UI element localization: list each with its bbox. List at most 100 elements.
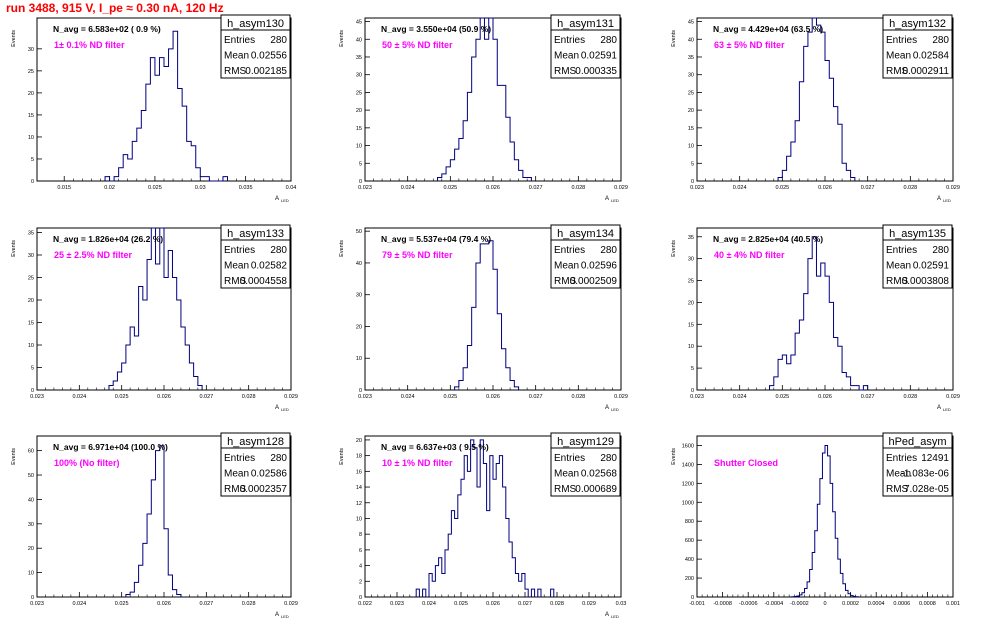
x-tick-label: 0.024 — [422, 601, 436, 607]
histogram-panel-h_asym128: 0.023 0.024 0.025 0.026 0.027 0.028 0.029 0 10 20… — [11, 432, 298, 619]
histogram-line — [791, 444, 859, 598]
x-tick-label: 0.028 — [571, 394, 585, 400]
stats-value: 0.02591 — [913, 261, 950, 272]
y-tick-label: 1000 — [682, 500, 694, 506]
histogram-name: h_asym130 — [227, 18, 284, 30]
x-axis-label: A — [605, 405, 609, 411]
stats-label: RMS — [886, 484, 909, 495]
x-tick-label: 0.035 — [239, 185, 253, 191]
x-tick-label: 0.024 — [72, 394, 86, 400]
histogram-line — [437, 17, 532, 181]
histogram-panel-h_asym133: 0.023 0.024 0.025 0.026 0.027 0.028 0.029 0 5 10 1… — [11, 224, 298, 412]
y-tick-label: 35 — [356, 55, 362, 61]
y-tick-label: 10 — [356, 516, 362, 522]
y-tick-label: 15 — [28, 113, 34, 119]
x-axis-label-sub: LED — [611, 614, 619, 619]
stats-value: 280 — [270, 245, 287, 256]
histogram-name: hPed_asym — [888, 436, 946, 448]
y-tick-label: 10 — [28, 343, 34, 349]
stats-box — [882, 14, 953, 79]
y-tick-label: 40 — [356, 261, 362, 267]
stats-label: RMS — [224, 484, 247, 495]
x-tick-label: 0.025 — [115, 601, 129, 607]
y-tick-label: 10 — [688, 344, 694, 350]
x-tick-label: 0.0002 — [842, 601, 859, 607]
stats-label: Entries — [886, 453, 917, 464]
histogram-line — [125, 445, 182, 597]
y-axis-label: Events — [339, 448, 345, 465]
histogram-name: h_asym133 — [227, 228, 284, 240]
stats-label: Entries — [886, 245, 917, 256]
stats-label: Mean — [886, 261, 911, 272]
x-tick-label: 0.023 — [30, 601, 44, 607]
x-axis-label-sub: LED — [943, 198, 951, 203]
x-tick-label: 0.029 — [946, 185, 960, 191]
y-tick-label: 16 — [356, 469, 362, 475]
navg-label: N_avg = 4.429e+04 (63.5 %) — [713, 24, 823, 34]
x-tick-label: 0.02 — [104, 185, 115, 191]
histogram-name: h_asym128 — [227, 436, 284, 448]
x-tick-label: 0.027 — [518, 601, 532, 607]
navg-label: N_avg = 3.550e+04 (50.9 %) — [381, 24, 491, 34]
y-tick-label: 5 — [691, 161, 694, 167]
x-axis-label-sub: LED — [281, 407, 289, 412]
y-tick-label: 1400 — [682, 462, 694, 468]
x-axis-label: A — [605, 196, 609, 202]
stats-value: 280 — [932, 35, 949, 46]
x-axis-label-sub: LED — [281, 614, 289, 619]
histogram-name: h_asym129 — [557, 436, 614, 448]
y-tick-label: 15 — [688, 322, 694, 328]
stats-label: RMS — [224, 66, 247, 77]
stats-value: 0.0004558 — [240, 276, 288, 287]
y-tick-label: 0 — [31, 388, 34, 394]
y-tick-label: 800 — [685, 519, 694, 525]
stats-value: 280 — [270, 35, 287, 46]
y-tick-label: 40 — [28, 497, 34, 503]
y-tick-label: 10 — [356, 144, 362, 150]
y-tick-label: 5 — [359, 161, 362, 167]
x-tick-label: 0.028 — [550, 601, 564, 607]
histogram-panel-hPed_asym: -0.001 -0.0008 -0.0006 -0.0004 -0.0002 0 0.000… — [671, 432, 960, 607]
x-tick-label: 0.026 — [818, 394, 832, 400]
stats-value: 0.02582 — [251, 261, 288, 272]
y-tick-label: 50 — [356, 229, 362, 235]
histogram-panel-h_asym132: 0.023 0.024 0.025 0.026 0.027 0.028 0.029 0 5 10 1… — [671, 14, 960, 203]
y-axis-label: Events — [671, 30, 677, 47]
y-tick-label: 200 — [685, 576, 694, 582]
y-tick-label: 20 — [28, 546, 34, 552]
y-tick-label: 10 — [28, 135, 34, 141]
x-tick-label: 0.029 — [582, 601, 596, 607]
stats-value: 12491 — [921, 453, 949, 464]
y-tick-label: 30 — [356, 293, 362, 299]
stats-value: 0.02591 — [581, 51, 618, 62]
x-tick-label: 0.001 — [946, 601, 960, 607]
y-tick-label: 18 — [356, 454, 362, 460]
x-axis-label: A — [605, 612, 609, 618]
x-tick-label: 0.023 — [358, 394, 372, 400]
histogram-name: h_asym132 — [889, 18, 946, 30]
navg-label: N_avg = 6.583e+02 ( 0.9 %) — [53, 24, 161, 34]
y-tick-label: 35 — [688, 55, 694, 61]
x-tick-label: 0.027 — [199, 601, 213, 607]
x-tick-label: 0.029 — [614, 185, 628, 191]
stats-value: 0.0002509 — [570, 276, 618, 287]
histogram-line — [769, 236, 869, 391]
y-tick-label: 5 — [31, 157, 34, 163]
y-tick-label: 2 — [359, 579, 362, 585]
x-tick-label: 0.0008 — [919, 601, 936, 607]
x-axis-label-sub: LED — [611, 198, 619, 203]
y-axis-label: Events — [671, 240, 677, 257]
x-tick-label: 0.026 — [486, 394, 500, 400]
y-axis-label: Events — [11, 30, 17, 47]
y-tick-label: 35 — [28, 231, 34, 237]
x-tick-label: 0 — [823, 601, 826, 607]
stats-label: RMS — [886, 66, 909, 77]
filter-label: 79 ± 5% ND filter — [382, 250, 453, 260]
filter-label: 100% (No filter) — [54, 458, 120, 468]
stats-value: 0.0002911 — [902, 66, 949, 77]
navg-label: N_avg = 6.971e+04 (100.0 %) — [53, 442, 168, 452]
y-tick-label: 5 — [31, 366, 34, 372]
y-tick-label: 25 — [28, 276, 34, 282]
histogram-panel-h_asym131: 0.023 0.024 0.025 0.026 0.027 0.028 0.029 0 5 10 1… — [339, 14, 628, 203]
